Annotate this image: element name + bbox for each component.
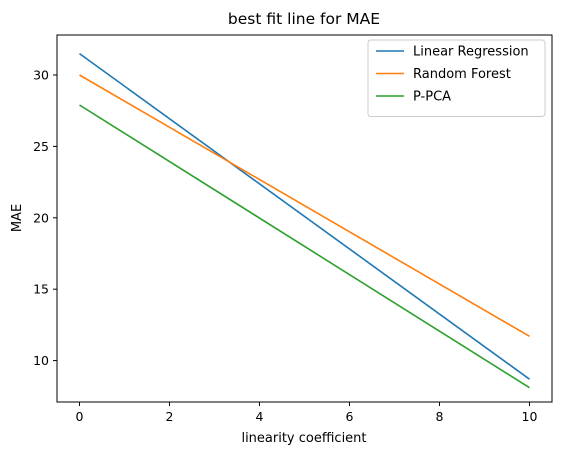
legend-box <box>367 39 546 117</box>
x-tick-label-5: 10 <box>522 409 538 424</box>
y-axis: 10 15 20 25 30 <box>33 67 57 368</box>
legend-label-2: P-PCA <box>413 90 451 105</box>
y-axis-label: MAE <box>10 204 25 232</box>
x-tick-label-4: 8 <box>436 409 444 424</box>
chart-title: best fit line for MAE <box>228 10 380 28</box>
series-line-0 <box>79 52 530 380</box>
series-layer <box>79 52 530 389</box>
y-tick-label-1: 15 <box>33 282 49 297</box>
legend-label-0: Linear Regression <box>413 45 529 60</box>
plot-frame <box>56 34 553 403</box>
x-tick-label-2: 4 <box>256 409 264 424</box>
x-axis-label: linearity coefficient <box>241 431 366 446</box>
series-line-1 <box>79 74 530 337</box>
x-tick-label-1: 2 <box>166 409 174 424</box>
x-tick-label-3: 6 <box>346 409 354 424</box>
x-tick-label-0: 0 <box>76 409 84 424</box>
series-line-2 <box>79 104 530 389</box>
y-tick-label-3: 25 <box>33 139 49 154</box>
legend: Linear Regression Random Forest P-PCA <box>367 39 546 117</box>
y-tick-label-4: 30 <box>33 67 49 82</box>
legend-label-1: Random Forest <box>413 67 511 82</box>
x-axis: 0 2 4 6 8 10 <box>76 402 538 424</box>
y-tick-label-2: 20 <box>33 210 49 225</box>
y-tick-label-0: 10 <box>33 353 49 368</box>
